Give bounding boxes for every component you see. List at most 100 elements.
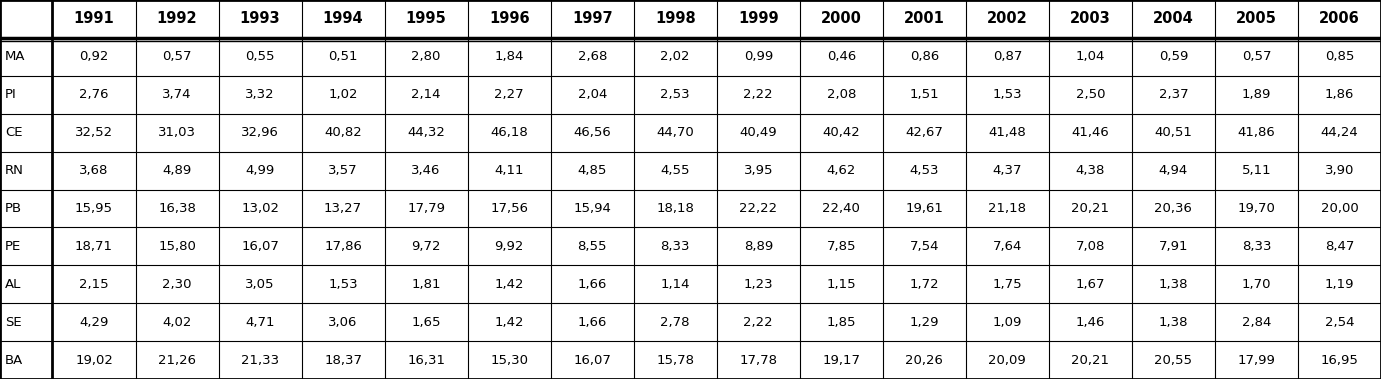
- Text: 0,51: 0,51: [329, 50, 358, 63]
- Bar: [800, 303, 882, 341]
- Text: PE: PE: [6, 240, 22, 253]
- Text: 40,49: 40,49: [739, 126, 778, 139]
- Text: 2000: 2000: [820, 11, 862, 27]
- Bar: [634, 190, 717, 227]
- Bar: [634, 38, 717, 76]
- Text: 3,57: 3,57: [329, 164, 358, 177]
- Bar: [634, 76, 717, 114]
- Bar: [1050, 190, 1132, 227]
- Text: 3,06: 3,06: [329, 316, 358, 329]
- Text: 8,33: 8,33: [660, 240, 690, 253]
- Text: 8,89: 8,89: [743, 240, 773, 253]
- Bar: [634, 152, 717, 190]
- Text: 44,24: 44,24: [1320, 126, 1359, 139]
- Text: CE: CE: [6, 126, 22, 139]
- Text: 2,04: 2,04: [577, 88, 606, 101]
- Bar: [468, 76, 551, 114]
- Text: 4,85: 4,85: [577, 164, 606, 177]
- Text: 1,66: 1,66: [577, 278, 606, 291]
- Text: 40,42: 40,42: [823, 126, 860, 139]
- Bar: [1132, 76, 1215, 114]
- Text: 42,67: 42,67: [906, 126, 943, 139]
- Bar: [800, 76, 882, 114]
- Bar: [1132, 190, 1215, 227]
- Text: 1,19: 1,19: [1324, 278, 1355, 291]
- Text: 21,18: 21,18: [989, 202, 1026, 215]
- Bar: [1050, 38, 1132, 76]
- Bar: [1215, 114, 1298, 152]
- Text: 16,95: 16,95: [1320, 354, 1359, 366]
- Bar: [52, 190, 135, 227]
- Text: 1,42: 1,42: [494, 316, 523, 329]
- Bar: [551, 38, 634, 76]
- Bar: [717, 190, 800, 227]
- Bar: [634, 227, 717, 265]
- Text: 1,66: 1,66: [577, 316, 606, 329]
- Bar: [965, 152, 1050, 190]
- Bar: [385, 265, 468, 303]
- Text: 16,31: 16,31: [407, 354, 445, 366]
- Bar: [1298, 303, 1381, 341]
- Bar: [385, 190, 468, 227]
- Text: 16,07: 16,07: [573, 354, 612, 366]
- Text: 5,11: 5,11: [1242, 164, 1272, 177]
- Text: 2,80: 2,80: [412, 50, 441, 63]
- Bar: [717, 341, 800, 379]
- Text: 2,27: 2,27: [494, 88, 523, 101]
- Text: 1,65: 1,65: [412, 316, 441, 329]
- Bar: [551, 0, 634, 38]
- Bar: [52, 152, 135, 190]
- Bar: [1298, 190, 1381, 227]
- Bar: [52, 227, 135, 265]
- Bar: [551, 114, 634, 152]
- Text: 2002: 2002: [987, 11, 1027, 27]
- Text: 46,18: 46,18: [490, 126, 528, 139]
- Bar: [385, 227, 468, 265]
- Text: 1992: 1992: [156, 11, 197, 27]
- Text: 3,32: 3,32: [246, 88, 275, 101]
- Bar: [1132, 0, 1215, 38]
- Bar: [1215, 303, 1298, 341]
- Text: 0,86: 0,86: [910, 50, 939, 63]
- Text: 2006: 2006: [1319, 11, 1360, 27]
- Bar: [218, 190, 301, 227]
- Text: 13,27: 13,27: [325, 202, 362, 215]
- Text: 1994: 1994: [323, 11, 363, 27]
- Text: RN: RN: [6, 164, 23, 177]
- Bar: [301, 303, 385, 341]
- Text: 17,99: 17,99: [1237, 354, 1276, 366]
- Bar: [1215, 76, 1298, 114]
- Bar: [0, 38, 52, 76]
- Text: 20,21: 20,21: [1072, 354, 1109, 366]
- Text: 22,22: 22,22: [739, 202, 778, 215]
- Text: 3,74: 3,74: [163, 88, 192, 101]
- Bar: [135, 76, 218, 114]
- Text: 9,72: 9,72: [412, 240, 441, 253]
- Bar: [634, 0, 717, 38]
- Bar: [1050, 114, 1132, 152]
- Bar: [1132, 303, 1215, 341]
- Text: 2,14: 2,14: [412, 88, 441, 101]
- Text: 3,46: 3,46: [412, 164, 441, 177]
- Text: 4,99: 4,99: [246, 164, 275, 177]
- Bar: [717, 76, 800, 114]
- Bar: [52, 38, 135, 76]
- Text: 20,21: 20,21: [1072, 202, 1109, 215]
- Bar: [218, 152, 301, 190]
- Bar: [1298, 0, 1381, 38]
- Bar: [634, 341, 717, 379]
- Text: 7,64: 7,64: [993, 240, 1022, 253]
- Text: 1999: 1999: [737, 11, 779, 27]
- Text: 0,85: 0,85: [1324, 50, 1355, 63]
- Bar: [0, 152, 52, 190]
- Bar: [385, 0, 468, 38]
- Bar: [218, 341, 301, 379]
- Text: 16,07: 16,07: [242, 240, 279, 253]
- Text: 22,40: 22,40: [822, 202, 860, 215]
- Bar: [301, 265, 385, 303]
- Text: 1995: 1995: [406, 11, 446, 27]
- Text: 21,26: 21,26: [157, 354, 196, 366]
- Bar: [634, 303, 717, 341]
- Bar: [301, 114, 385, 152]
- Bar: [0, 114, 52, 152]
